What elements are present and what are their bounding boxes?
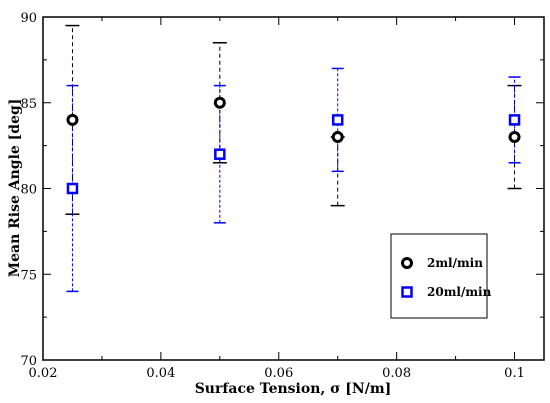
y-axis-label: Mean Rise Angle [deg]	[7, 99, 23, 278]
legend-label: 20ml/min	[427, 285, 492, 299]
x-tick-label: 0.02	[29, 366, 58, 381]
y-tick-label: 80	[20, 183, 37, 198]
y-tick-label: 90	[20, 11, 37, 26]
data-point-square	[214, 148, 226, 160]
x-tick-label: 0.04	[146, 366, 175, 381]
legend-marker-circle	[401, 257, 413, 269]
legend: 2ml/min 20ml/min	[390, 233, 492, 319]
x-axis-label: Surface Tension, σ [N/m]	[195, 381, 392, 397]
data-point-square	[331, 114, 344, 126]
legend-items: 2ml/min 20ml/min	[401, 256, 492, 299]
legend-box	[390, 233, 488, 319]
y-tick-label: 70	[20, 354, 37, 369]
x-tick-label: 0.1	[504, 366, 525, 381]
x-tick-label: 0.08	[382, 366, 411, 381]
axis-ticks	[42, 16, 544, 361]
y-tick-label: 75	[20, 268, 37, 283]
x-tick-label: 0.06	[264, 366, 293, 381]
data-point-circle	[508, 131, 521, 144]
axis-tick-labels: 0.02 0.04 0.06 0.08 0.1 70 75 80 85 90	[20, 11, 524, 381]
data-point-circle	[66, 113, 79, 126]
data-point-square	[508, 114, 521, 126]
data-point-circle	[213, 96, 226, 109]
legend-label: 2ml/min	[427, 256, 483, 270]
data-markers	[66, 96, 521, 195]
y-tick-label: 85	[20, 97, 37, 112]
data-point-circle	[331, 131, 344, 144]
data-point-square	[66, 182, 79, 195]
legend-marker-square	[401, 286, 413, 298]
